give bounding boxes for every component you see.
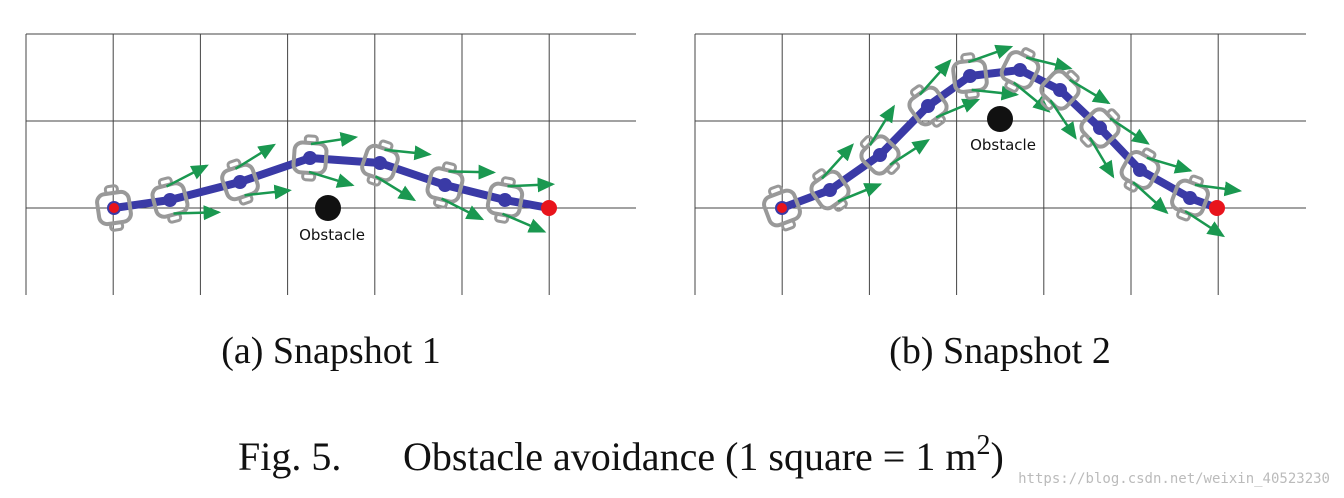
velocity-arrow bbox=[308, 170, 355, 188]
subcaption: (a) Snapshot 1 bbox=[221, 330, 441, 372]
trajectory-point bbox=[1093, 121, 1107, 135]
obstacle bbox=[987, 106, 1013, 132]
panel bbox=[25, 33, 636, 295]
caption-close: ) bbox=[990, 434, 1003, 479]
velocity-arrow bbox=[1069, 78, 1111, 105]
goal bbox=[1209, 200, 1225, 216]
robot bbox=[1039, 69, 1111, 140]
start bbox=[777, 203, 787, 213]
velocity-arrow bbox=[173, 205, 222, 221]
velocity-arrow bbox=[384, 145, 432, 161]
velocity-arrow bbox=[918, 59, 952, 96]
panel bbox=[694, 33, 1306, 295]
start bbox=[109, 203, 119, 213]
caption-superscript: 2 bbox=[976, 430, 990, 461]
velocity-arrow bbox=[1012, 81, 1051, 113]
robot bbox=[1170, 174, 1243, 238]
robot bbox=[291, 132, 359, 188]
velocity-arrow bbox=[1146, 156, 1193, 174]
trajectory-point bbox=[303, 151, 317, 165]
velocity-arrow bbox=[234, 143, 276, 170]
velocity-arrow bbox=[935, 98, 981, 119]
velocity-arrow bbox=[1025, 56, 1073, 72]
robot bbox=[1079, 107, 1150, 179]
trajectory bbox=[110, 154, 553, 212]
obstacle-label: Obstacle bbox=[299, 226, 365, 244]
trajectory-point bbox=[1133, 163, 1147, 177]
trajectory-point bbox=[498, 193, 512, 207]
trajectory-point bbox=[921, 99, 935, 113]
robot bbox=[150, 164, 222, 224]
robot-wheel bbox=[103, 184, 119, 196]
trajectory-point bbox=[1053, 83, 1067, 97]
velocity-arrow bbox=[507, 177, 556, 193]
robot bbox=[999, 47, 1073, 113]
velocity-arrow bbox=[1132, 181, 1169, 215]
subcaption: (b) Snapshot 2 bbox=[889, 330, 1111, 372]
trajectory-point bbox=[373, 156, 387, 170]
robot bbox=[1119, 147, 1193, 215]
velocity-arrow bbox=[1109, 117, 1150, 145]
obstacle-label: Obstacle bbox=[970, 136, 1036, 154]
velocity-arrow bbox=[868, 104, 895, 146]
velocity-arrow bbox=[310, 132, 359, 147]
velocity-arrow bbox=[165, 164, 209, 188]
velocity-arrow bbox=[1088, 137, 1115, 179]
robot bbox=[485, 176, 556, 233]
velocity-arrow bbox=[837, 183, 883, 203]
robot bbox=[220, 143, 292, 206]
figure-caption: Obstacle avoidance (1 square = 1 m2) bbox=[403, 430, 1004, 479]
trajectory-point bbox=[233, 175, 247, 189]
trajectory-point bbox=[163, 193, 177, 207]
velocity-arrow bbox=[502, 212, 547, 233]
robot bbox=[859, 104, 931, 176]
trajectory-point bbox=[963, 69, 977, 83]
robot-wheel bbox=[768, 184, 783, 197]
velocity-arrow bbox=[1049, 99, 1077, 140]
trajectory-point bbox=[1183, 191, 1197, 205]
robot bbox=[360, 139, 432, 202]
robot bbox=[762, 184, 802, 232]
watermark: https://blog.csdn.net/weixin_40523230 bbox=[1018, 471, 1330, 487]
velocity-arrow bbox=[971, 85, 1020, 101]
caption-text: Obstacle avoidance (1 square = 1 m bbox=[403, 434, 976, 479]
velocity-arrow bbox=[441, 197, 485, 221]
velocity-arrow bbox=[889, 139, 931, 166]
trajectory-point bbox=[873, 148, 887, 162]
obstacle bbox=[315, 195, 341, 221]
trajectory-point bbox=[823, 183, 837, 197]
velocity-arrow bbox=[1194, 181, 1243, 197]
velocity-arrow bbox=[1184, 210, 1226, 238]
velocity-arrow bbox=[967, 44, 1014, 64]
robot bbox=[95, 184, 133, 232]
velocity-arrow bbox=[448, 164, 497, 180]
robot-wheel bbox=[1004, 80, 1020, 93]
robot bbox=[809, 143, 883, 212]
velocity-arrow bbox=[244, 184, 292, 200]
robot bbox=[907, 59, 981, 128]
robot-wheel bbox=[781, 219, 796, 232]
trajectory-point bbox=[1013, 63, 1027, 77]
trajectory-point bbox=[438, 178, 452, 192]
figure-label: Fig. 5. bbox=[238, 434, 341, 479]
robot-wheel bbox=[109, 220, 125, 232]
robot bbox=[951, 44, 1020, 101]
goal bbox=[541, 200, 557, 216]
velocity-arrow bbox=[821, 143, 854, 180]
velocity-arrow bbox=[374, 175, 417, 202]
robot bbox=[425, 161, 497, 221]
